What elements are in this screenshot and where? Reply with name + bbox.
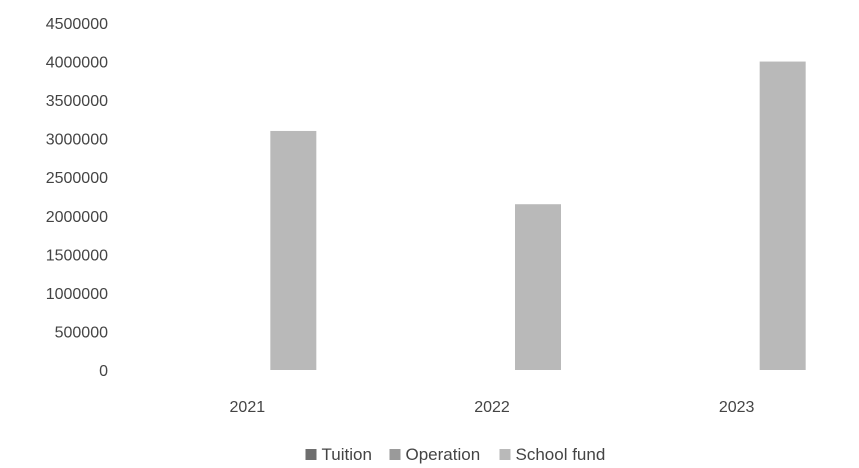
legend-label: School fund [516,445,606,464]
y-tick-label: 3500000 [46,93,108,110]
legend-swatch-operation [389,449,401,460]
y-tick-label: 2000000 [46,209,108,226]
x-category-label: 2021 [230,399,266,416]
y-tick-label: 4500000 [46,16,108,33]
bars [270,61,806,371]
y-tick-label: 0 [99,363,108,380]
y-tick-label: 1500000 [46,247,108,264]
legend: Tuition Operation School fund [305,445,606,464]
legend-label: Tuition [322,445,372,464]
bar-school-fund-2022 [515,204,561,370]
y-tick-label: 500000 [55,324,108,341]
y-tick-label: 1000000 [46,286,108,303]
y-tick-label: 2500000 [46,170,108,187]
legend-label: Operation [406,445,481,464]
x-axis: 2021 2022 2023 [230,399,755,416]
y-axis: 0 500000 1000000 1500000 2000000 2500000 30000… [46,16,108,380]
x-category-label: 2022 [474,399,510,416]
x-category-label: 2023 [719,399,755,416]
y-tick-label: 4000000 [46,55,108,72]
y-tick-label: 3000000 [46,132,108,149]
legend-swatch-tuition [305,449,317,460]
legend-swatch-school-fund [499,449,511,460]
bar-school-fund-2021 [270,130,317,370]
bar-school-fund-2023 [759,61,806,371]
